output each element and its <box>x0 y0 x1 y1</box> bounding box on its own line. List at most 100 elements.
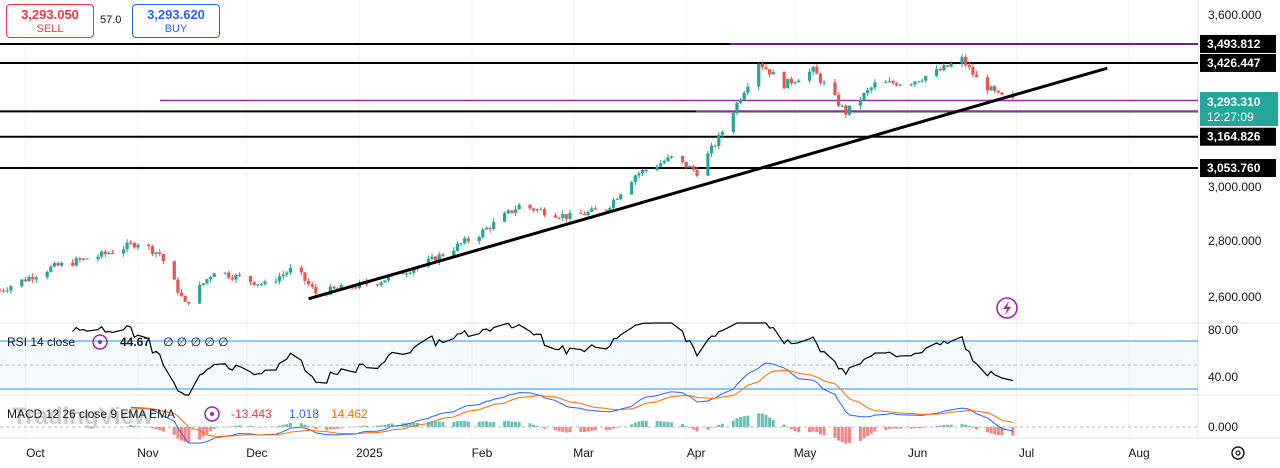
macd-histogram-bar <box>760 413 764 427</box>
time-axis: Oct Nov Dec 2025 Feb Mar Apr May Jun Jul Aug <box>26 446 1150 460</box>
macd-histogram-bar <box>764 414 768 427</box>
candle-body <box>136 244 140 248</box>
macd-histogram-bar <box>332 427 336 430</box>
spread-value: 57.0 <box>100 14 122 26</box>
macd-histogram-bar <box>789 427 793 430</box>
price-tick: 2,800.000 <box>1208 234 1262 248</box>
candle-body <box>985 77 990 91</box>
macd-histogram-bar <box>187 427 191 443</box>
candle-body <box>913 81 917 85</box>
macd-histogram-bar <box>510 421 514 427</box>
macd-histogram-bar <box>430 421 434 427</box>
candle-body <box>535 209 539 211</box>
sell-button[interactable]: 3,293.050 SELL <box>6 4 94 38</box>
tradingview-watermark: TradingView <box>12 403 153 430</box>
time-tick: Nov <box>137 446 158 460</box>
macd-histogram-bar <box>604 427 608 431</box>
candle-body <box>996 90 1000 93</box>
candle-body <box>45 271 49 278</box>
candle-body <box>611 199 616 208</box>
candle-body <box>633 175 637 183</box>
candle-body <box>760 63 764 68</box>
candle-body <box>909 84 913 86</box>
macd-histogram-bar <box>564 427 568 433</box>
candle-body <box>132 243 136 248</box>
macd-histogram-bar <box>873 427 877 432</box>
trendline[interactable] <box>308 66 1108 301</box>
macd-histogram-bar <box>553 427 557 431</box>
macd-histogram-bar <box>390 423 394 427</box>
macd-histogram-bar <box>412 422 416 427</box>
macd-histogram-bar <box>408 423 412 427</box>
macd-histogram-bar <box>706 427 710 430</box>
lightning-icon[interactable] <box>996 297 1018 319</box>
rsi-settings-icon[interactable] <box>92 334 108 350</box>
macd-histogram-bar <box>691 427 695 430</box>
candle-body <box>281 274 285 277</box>
macd-histogram-bar <box>960 423 964 427</box>
rsi-value: 44.67 <box>120 335 150 349</box>
candle-body <box>154 252 158 254</box>
macd-histogram-bar <box>129 424 133 427</box>
candle-body <box>248 275 253 282</box>
candle-body <box>354 287 358 289</box>
candle-body <box>891 81 895 84</box>
candle-body <box>125 242 129 250</box>
macd-histogram-bar <box>670 422 674 427</box>
macd-histogram-bar <box>426 421 430 427</box>
macd-histogram-bar <box>172 427 176 435</box>
macd-histogram-bar <box>662 421 666 427</box>
candle-body <box>528 204 532 209</box>
time-tick: Dec <box>246 446 267 460</box>
candle-body <box>764 67 768 70</box>
candle-body <box>161 254 165 262</box>
candle-body <box>782 71 786 89</box>
macd-settings-icon[interactable] <box>204 406 220 422</box>
candle-body <box>608 207 612 211</box>
candle-body <box>517 204 521 210</box>
macd-histogram-bar <box>866 427 870 437</box>
macd-histogram-bar <box>782 424 786 427</box>
macd-histogram-bar <box>710 427 714 428</box>
candle-body <box>339 284 343 289</box>
time-tick: 2025 <box>356 446 383 460</box>
candle-body <box>1000 92 1004 95</box>
candle-body <box>709 145 714 154</box>
macd-histogram-bar <box>847 427 851 443</box>
candle-body <box>960 56 964 64</box>
candle-body <box>274 281 278 283</box>
macd-histogram-bar <box>633 422 637 427</box>
candle-body <box>198 284 202 304</box>
macd-histogram-bar <box>503 421 507 427</box>
candle-body <box>303 272 307 281</box>
macd-tick: 0.000 <box>1208 420 1238 434</box>
macd-histogram-bar <box>797 427 801 433</box>
candle-body <box>815 66 819 74</box>
candle-body <box>833 82 837 95</box>
macd-histogram-bar <box>593 427 597 431</box>
candle-body <box>107 252 111 254</box>
candle-body <box>742 92 746 100</box>
buy-button[interactable]: 3,293.620 BUY <box>132 4 220 38</box>
macd-histogram-bar <box>659 421 663 427</box>
macd-histogram-bar <box>655 420 659 427</box>
candle-body <box>539 209 543 211</box>
macd-histogram-bar <box>568 427 572 433</box>
candle-body <box>205 279 209 284</box>
candle-body <box>615 199 619 201</box>
macd-histogram-bar <box>833 427 837 438</box>
axis-settings-icon[interactable] <box>1231 446 1245 460</box>
candle-body <box>96 256 100 260</box>
candle-body <box>328 286 332 295</box>
macd-histogram-bar <box>561 427 565 432</box>
time-tick: Jun <box>908 446 927 460</box>
level-tag-label: 3,426.447 <box>1207 56 1261 70</box>
macd-histogram-bar <box>256 427 260 428</box>
candle-body <box>916 81 921 83</box>
candle-body <box>590 208 594 212</box>
macd-histogram-bar <box>996 427 1000 436</box>
macd-histogram-bar <box>463 420 467 427</box>
sell-label: SELL <box>36 23 64 35</box>
